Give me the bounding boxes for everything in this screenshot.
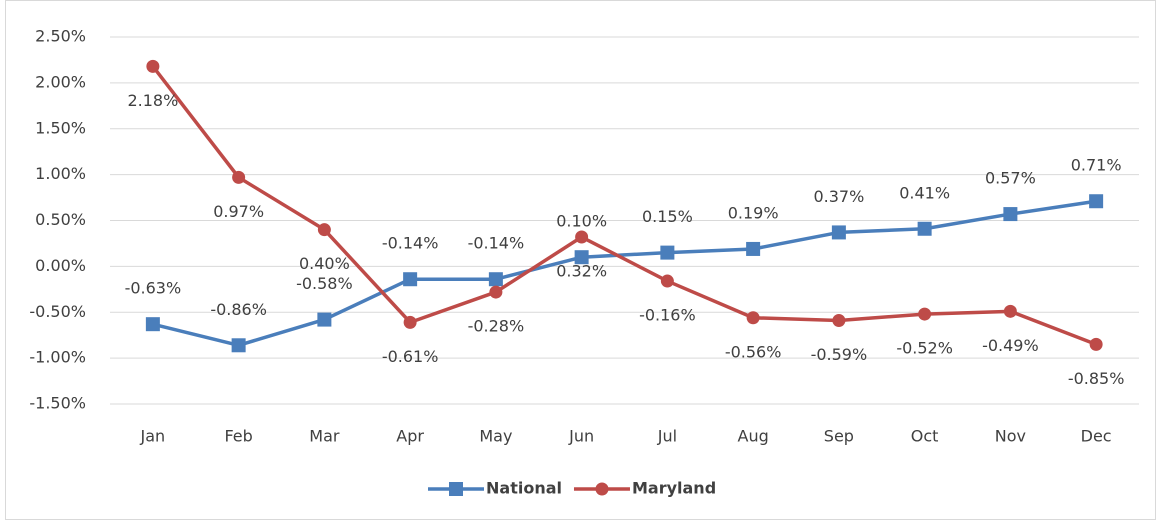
data-label: 0.71% bbox=[1071, 156, 1122, 175]
data-label: -0.14% bbox=[382, 234, 439, 253]
legend-marker bbox=[595, 482, 609, 496]
y-tick-label: 0.50% bbox=[35, 210, 86, 229]
data-label: 0.41% bbox=[899, 183, 950, 202]
series-line bbox=[151, 65, 1097, 346]
x-tick-label: Jan bbox=[140, 427, 166, 446]
x-tick-label: Jun bbox=[568, 427, 594, 446]
data-label: -0.28% bbox=[468, 317, 525, 336]
legend-marker bbox=[449, 482, 463, 496]
data-label: -0.85% bbox=[1068, 369, 1125, 388]
x-tick-label: Jul bbox=[657, 427, 677, 446]
x-tick-label: Nov bbox=[995, 427, 1026, 446]
y-tick-label: -0.50% bbox=[29, 302, 86, 321]
marker bbox=[1089, 337, 1103, 351]
data-label: 0.10% bbox=[556, 212, 607, 231]
marker bbox=[317, 223, 331, 237]
marker bbox=[832, 314, 846, 328]
labels: -0.63% -0.86% -0.58% -0.14% -0.14% 0.10% 0.15%… bbox=[125, 91, 1125, 388]
marker bbox=[145, 317, 160, 332]
y-tick-label: 1.00% bbox=[35, 164, 86, 183]
marker bbox=[831, 225, 846, 240]
marker bbox=[660, 274, 674, 288]
data-label: -0.49% bbox=[982, 336, 1039, 355]
data-label: 0.97% bbox=[213, 202, 264, 221]
x-tick-label: Mar bbox=[309, 427, 340, 446]
data-label: -0.86% bbox=[210, 300, 267, 319]
legend-label: Maryland bbox=[632, 479, 716, 498]
marker bbox=[146, 59, 160, 73]
data-label: -0.14% bbox=[468, 234, 525, 253]
marker bbox=[1003, 207, 1018, 222]
legend-label: National bbox=[486, 479, 562, 498]
data-label: -0.52% bbox=[896, 339, 953, 358]
x-tick-label: May bbox=[479, 427, 512, 446]
data-label: 0.15% bbox=[642, 207, 693, 226]
marker bbox=[403, 315, 417, 329]
marker bbox=[574, 250, 589, 265]
x-tick-label: Apr bbox=[396, 427, 424, 446]
marker bbox=[488, 272, 503, 287]
marker bbox=[918, 307, 932, 321]
marker bbox=[232, 170, 246, 184]
marker bbox=[231, 338, 246, 353]
data-label: -0.61% bbox=[382, 347, 439, 366]
marker bbox=[317, 312, 332, 327]
marker bbox=[917, 221, 932, 236]
grid: -1.50% -1.00% -0.50% 0.00% 0.50% 1.00% 1.50% 2.… bbox=[29, 27, 1139, 446]
y-tick-label: 1.50% bbox=[35, 118, 86, 137]
data-label: -0.16% bbox=[639, 306, 696, 325]
chart-frame bbox=[5, 0, 1156, 520]
data-label: -0.59% bbox=[811, 345, 868, 364]
data-label: -0.58% bbox=[296, 274, 353, 293]
data-label: 0.40% bbox=[299, 254, 350, 273]
marker bbox=[403, 272, 418, 287]
x-tick-label: Oct bbox=[911, 427, 939, 446]
marker bbox=[1089, 194, 1104, 209]
legend: National Maryland bbox=[428, 479, 716, 498]
marker bbox=[575, 230, 589, 244]
data-label: 0.37% bbox=[813, 187, 864, 206]
x-tick-label: Sep bbox=[824, 427, 854, 446]
x-tick-label: Feb bbox=[224, 427, 252, 446]
marker bbox=[746, 311, 760, 325]
y-tick-label: 2.50% bbox=[35, 27, 86, 46]
data-label: -0.63% bbox=[125, 279, 182, 298]
data-label: 0.32% bbox=[556, 262, 607, 281]
data-label: -0.56% bbox=[725, 342, 782, 361]
y-tick-label: -1.50% bbox=[29, 394, 86, 413]
x-tick-label: Dec bbox=[1081, 427, 1112, 446]
lines bbox=[145, 59, 1104, 353]
data-label: 0.57% bbox=[985, 169, 1036, 188]
data-label: 0.19% bbox=[728, 203, 779, 222]
marker bbox=[489, 285, 503, 299]
y-tick-label: -1.00% bbox=[29, 348, 86, 367]
marker bbox=[660, 245, 675, 260]
y-tick-label: 2.00% bbox=[35, 72, 86, 91]
x-tick-label: Aug bbox=[738, 427, 769, 446]
data-label: 2.18% bbox=[127, 91, 178, 110]
series-line bbox=[152, 199, 1097, 348]
y-tick-label: 0.00% bbox=[35, 256, 86, 275]
marker bbox=[746, 241, 761, 256]
marker bbox=[1003, 304, 1017, 318]
